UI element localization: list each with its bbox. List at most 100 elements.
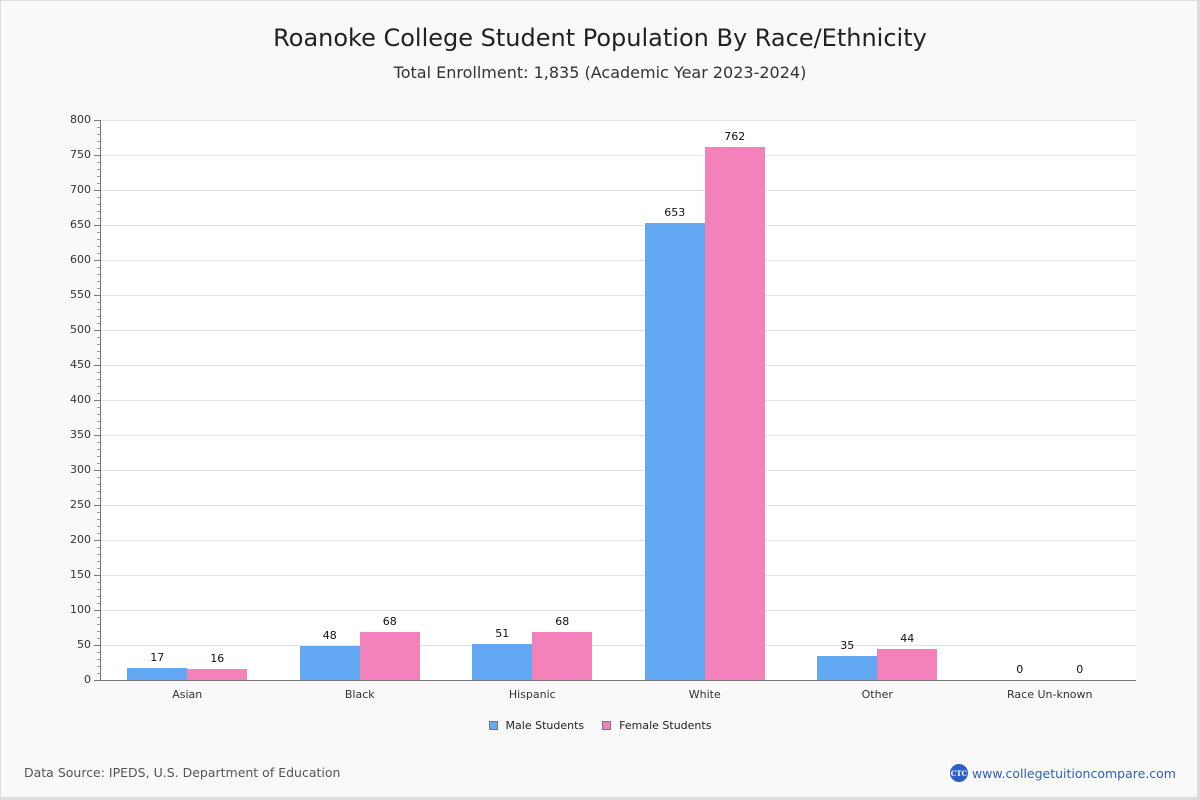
y-tick: [94, 400, 100, 401]
bar-value-label: 48: [322, 629, 337, 643]
gridline: [101, 295, 1136, 296]
y-minor-tick: [97, 617, 100, 618]
y-minor-tick: [97, 358, 100, 359]
y-minor-tick: [97, 414, 100, 415]
y-minor-tick: [97, 337, 100, 338]
bar-value-label: 51: [495, 627, 510, 641]
bar-male-other[interactable]: [817, 655, 878, 680]
y-minor-tick: [97, 344, 100, 345]
y-minor-tick: [97, 141, 100, 142]
bar-value-label: 16: [210, 651, 225, 665]
female-swatch-icon: [602, 721, 612, 730]
y-tick: [94, 645, 100, 646]
y-minor-tick: [97, 183, 100, 184]
bar-male-white[interactable]: [644, 222, 705, 680]
y-tick-label: 250: [70, 498, 91, 511]
gridline: [101, 645, 1136, 646]
y-minor-tick: [97, 477, 100, 478]
y-minor-tick: [97, 561, 100, 562]
y-minor-tick: [97, 631, 100, 632]
y-tick-label: 50: [77, 638, 91, 651]
y-minor-tick: [97, 512, 100, 513]
y-minor-tick: [97, 232, 100, 233]
y-minor-tick: [97, 204, 100, 205]
y-minor-tick: [97, 218, 100, 219]
chart-subtitle: Total Enrollment: 1,835 (Academic Year 2…: [393, 63, 807, 82]
gridline: [101, 435, 1136, 436]
y-tick-label: 200: [70, 533, 91, 546]
y-tick-label: 0: [84, 673, 91, 686]
y-tick-label: 750: [70, 148, 91, 161]
x-axis-line: [100, 680, 1136, 681]
y-minor-tick: [97, 239, 100, 240]
y-minor-tick: [97, 127, 100, 128]
y-minor-tick: [97, 568, 100, 569]
brand-link[interactable]: CTC www.collegetuitioncompare.com: [949, 764, 1176, 782]
y-axis-line: [100, 120, 101, 681]
bar-value-label: 44: [900, 632, 915, 646]
y-tick: [94, 505, 100, 506]
bar-male-hispanic[interactable]: [472, 644, 533, 680]
y-minor-tick: [97, 372, 100, 373]
y-minor-tick: [97, 197, 100, 198]
gridline: [101, 120, 1136, 121]
y-tick-label: 500: [70, 323, 91, 336]
y-minor-tick: [97, 498, 100, 499]
y-minor-tick: [97, 456, 100, 457]
legend: Male Students Female Students: [0, 719, 1200, 732]
y-minor-tick: [97, 386, 100, 387]
y-minor-tick: [97, 351, 100, 352]
ctc-logo-icon: CTC: [949, 764, 968, 782]
gridline: [101, 505, 1136, 506]
y-tick-label: 600: [70, 253, 91, 266]
y-tick: [94, 155, 100, 156]
y-minor-tick: [97, 323, 100, 324]
x-category-label: Asian: [172, 688, 203, 701]
bar-value-label: 68: [555, 615, 570, 629]
legend-item-male[interactable]: Male Students: [488, 719, 584, 732]
bar-male-black[interactable]: [299, 646, 360, 680]
y-minor-tick: [97, 176, 100, 177]
gridline: [101, 610, 1136, 611]
y-minor-tick: [97, 589, 100, 590]
y-minor-tick: [97, 134, 100, 135]
brand-url: www.collegetuitioncompare.com: [971, 765, 1176, 781]
y-tick: [94, 680, 100, 681]
x-category-label: Black: [344, 688, 375, 701]
bar-male-asian[interactable]: [127, 668, 188, 680]
y-minor-tick: [97, 638, 100, 639]
male-swatch-icon: [488, 721, 498, 730]
y-minor-tick: [97, 673, 100, 674]
y-minor-tick: [97, 421, 100, 422]
y-tick: [94, 120, 100, 121]
bar-female-asian[interactable]: [187, 668, 248, 680]
legend-label-female: Female Students: [619, 719, 712, 732]
y-tick-label: 150: [70, 568, 91, 581]
y-tick-label: 550: [70, 288, 91, 301]
bar-female-white[interactable]: [704, 146, 765, 680]
y-minor-tick: [97, 603, 100, 604]
y-tick: [94, 610, 100, 611]
bar-female-other[interactable]: [877, 649, 938, 680]
y-minor-tick: [97, 162, 100, 163]
y-minor-tick: [97, 211, 100, 212]
bar-female-hispanic[interactable]: [532, 632, 593, 680]
bar-female-black[interactable]: [359, 632, 420, 680]
y-minor-tick: [97, 302, 100, 303]
y-minor-tick: [97, 267, 100, 268]
y-minor-tick: [97, 596, 100, 597]
y-tick-label: 400: [70, 393, 91, 406]
y-minor-tick: [97, 554, 100, 555]
y-minor-tick: [97, 148, 100, 149]
y-tick: [94, 435, 100, 436]
y-minor-tick: [97, 547, 100, 548]
y-tick: [94, 190, 100, 191]
y-minor-tick: [97, 281, 100, 282]
y-minor-tick: [97, 428, 100, 429]
legend-item-female[interactable]: Female Students: [602, 719, 711, 732]
y-minor-tick: [97, 484, 100, 485]
x-category-label: White: [688, 688, 721, 701]
y-minor-tick: [97, 624, 100, 625]
x-category-label: Race Un-known: [1007, 688, 1093, 701]
bar-value-label: 68: [382, 615, 397, 629]
